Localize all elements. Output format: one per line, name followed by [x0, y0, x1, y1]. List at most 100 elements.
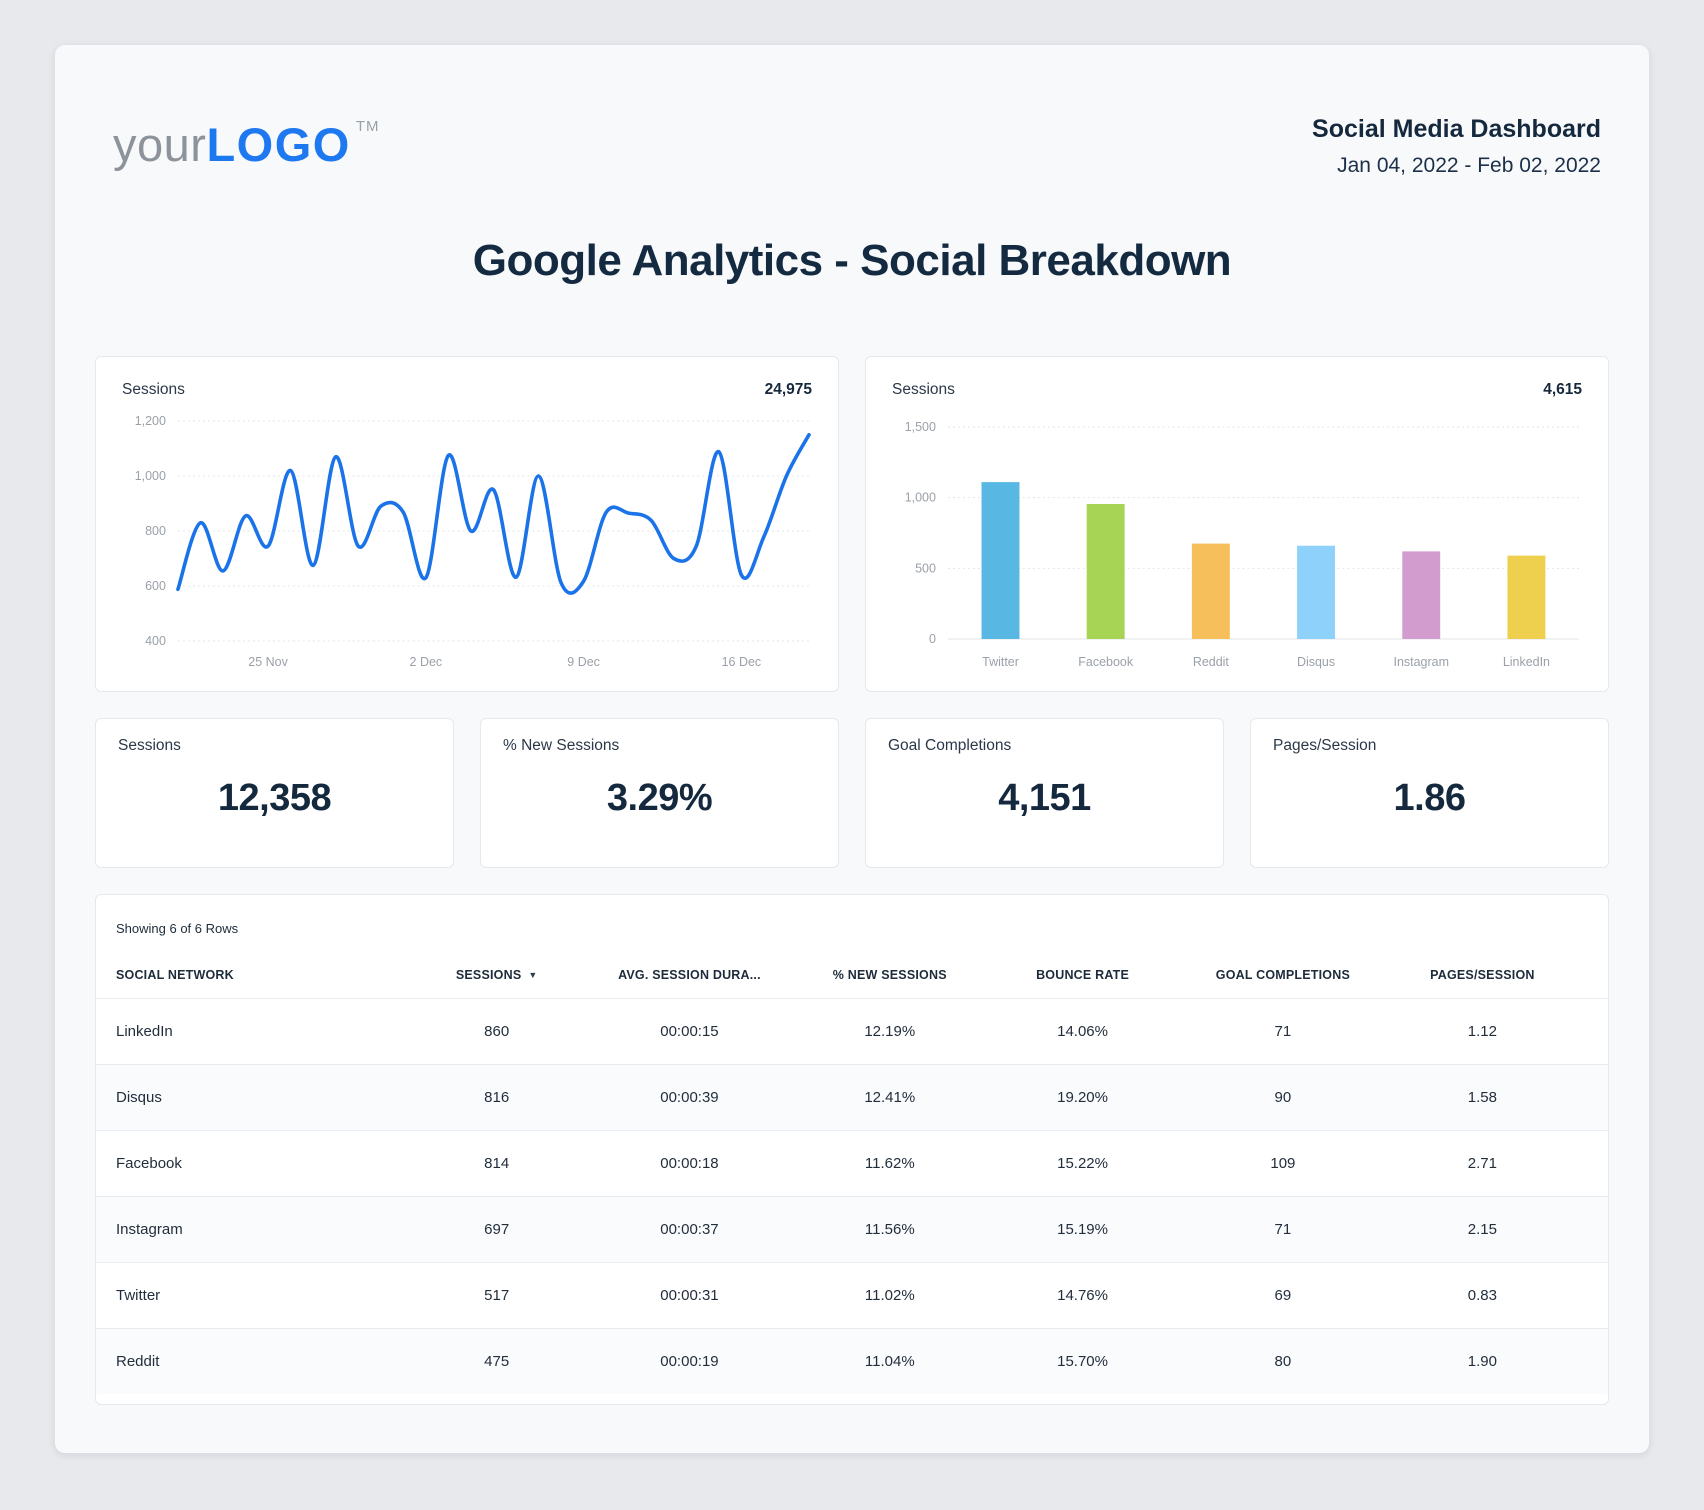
line-chart-title: Sessions	[122, 381, 185, 398]
table-header-row: SOCIAL NETWORK SESSIONS ▼ AVG. SESSION DURA…	[96, 962, 1608, 999]
table-cell: 71	[1177, 998, 1389, 1065]
bar-twitter	[981, 482, 1020, 639]
table-cell: 814	[405, 1130, 588, 1197]
sessions-bar-chart: 0 500 1,000 1,500 Twitter Facebook Reddit Disqu…	[905, 420, 1580, 669]
table-cell: 11.56%	[791, 1196, 989, 1263]
table-cell: 860	[405, 998, 588, 1065]
stat-label: Sessions	[118, 737, 181, 754]
social-network-cell: LinkedIn	[96, 998, 406, 1065]
report-title: Social Media Dashboard	[1312, 115, 1601, 143]
axis-label: 800	[145, 524, 166, 538]
table-cell: 15.19%	[988, 1196, 1178, 1263]
bar-chart-title: Sessions	[892, 381, 955, 398]
social-network-table: SOCIAL NETWORK SESSIONS ▼ AVG. SESSION DURA…	[96, 962, 1608, 1394]
header: yourLOGO TM Social Media Dashboard Jan 04…	[95, 101, 1609, 178]
table-cell: 109	[1177, 1130, 1389, 1197]
stat-value: 1.86	[1393, 777, 1466, 819]
social-network-table-card: Showing 6 of 6 Rows SOCIAL NETWORK SESSIO…	[95, 894, 1609, 1405]
stat-value: 4,151	[998, 777, 1091, 819]
table-cell: 14.06%	[988, 998, 1178, 1065]
table-cell: 816	[405, 1064, 588, 1131]
social-network-cell: Disqus	[96, 1064, 406, 1131]
table-cell: 12.41%	[791, 1064, 989, 1131]
line-chart-header: Sessions 24,975	[120, 377, 814, 407]
stat-card-new-sessions: % New Sessions 3.29%	[480, 718, 839, 868]
table-header-sessions[interactable]: SESSIONS ▼	[455, 968, 538, 982]
stat-label: % New Sessions	[503, 737, 620, 754]
axis-label: 1,200	[135, 414, 166, 428]
table-header-avg-session-dura[interactable]: AVG. SESSION DURA...	[618, 968, 761, 982]
table-cell: 00:00:31	[587, 1262, 792, 1329]
table-cell: 1.12	[1388, 998, 1608, 1065]
social-network-cell: Facebook	[96, 1130, 406, 1197]
axis-label: Disqus	[1297, 655, 1335, 669]
axis-label: 9 Dec	[567, 655, 600, 669]
table-header-new-sessions[interactable]: % NEW SESSIONS	[832, 968, 947, 982]
charts-row: Sessions 24,975 1,200 1,000 800 600 400 25 No…	[95, 356, 1609, 692]
sessions-line-chart: 1,200 1,000 800 600 400 25 Nov 2 Dec 9 Dec 16 De…	[135, 414, 811, 669]
stat-card-sessions: Sessions 12,358	[95, 718, 454, 868]
bar-linkedin	[1507, 555, 1546, 639]
logo: yourLOGO TM	[113, 119, 380, 168]
table-row-facebook: Facebook 814 00:00:18 11.62% 15.22% 109 2.71	[96, 1130, 1608, 1197]
bar-disqus	[1297, 545, 1336, 639]
bar-chart-header: Sessions 4,615	[890, 377, 1584, 407]
line-chart-total: 24,975	[764, 381, 812, 398]
logo-prefix: your	[113, 118, 207, 171]
table-cell: 475	[405, 1328, 588, 1394]
table-header-bounce-rate[interactable]: BOUNCE RATE	[1036, 968, 1130, 982]
table-cell: 00:00:19	[587, 1328, 792, 1394]
stat-card-pages-session: Pages/Session 1.86	[1250, 718, 1609, 868]
stat-card-goal-completions: Goal Completions 4,151	[865, 718, 1224, 868]
sort-desc-icon[interactable]: ▼	[528, 970, 538, 980]
stat-value: 3.29%	[606, 777, 713, 819]
axis-label: 16 Dec	[722, 655, 762, 669]
stat-label: Pages/Session	[1273, 737, 1377, 754]
logo-name: LOGO	[206, 118, 351, 171]
table-row-instagram: Instagram 697 00:00:37 11.56% 15.19% 71 2.15	[96, 1196, 1608, 1263]
table-cell: 90	[1177, 1064, 1389, 1131]
header-right: Social Media Dashboard Jan 04, 2022 - Fe…	[1312, 101, 1601, 178]
axis-label: 400	[145, 634, 166, 648]
sessions-bar-chart-card: Sessions 4,615 0 500 1,000 1,500 Twitter Face…	[865, 356, 1609, 692]
table-cell: 11.02%	[791, 1262, 989, 1329]
axis-label: 1,000	[135, 469, 166, 483]
table-cell: 2.71	[1388, 1130, 1608, 1197]
axis-label: LinkedIn	[1503, 655, 1550, 669]
table-cell: 697	[405, 1196, 588, 1263]
page-title: Google Analytics - Social Breakdown	[472, 236, 1232, 285]
table-header-social-network[interactable]: SOCIAL NETWORK	[116, 968, 234, 982]
axis-label: Reddit	[1193, 655, 1230, 669]
stat-value: 12,358	[217, 777, 332, 819]
table-cell: 11.62%	[791, 1130, 989, 1197]
axis-label: Twitter	[982, 655, 1019, 669]
axis-label: Facebook	[1078, 655, 1134, 669]
table-cell: 80	[1177, 1328, 1389, 1394]
table-cell: 1.90	[1388, 1328, 1608, 1394]
axis-label: 2 Dec	[410, 655, 443, 669]
table-cell: 517	[405, 1262, 588, 1329]
table-cell: 00:00:15	[587, 998, 792, 1065]
table-row-disqus: Disqus 816 00:00:39 12.41% 19.20% 90 1.58	[96, 1064, 1608, 1131]
axis-label: 1,500	[905, 420, 936, 434]
axis-label: Instagram	[1393, 655, 1448, 669]
table-header-goal-completions[interactable]: GOAL COMPLETIONS	[1215, 968, 1350, 982]
table-header-pages-session[interactable]: PAGES/SESSION	[1430, 968, 1535, 982]
table-cell: 00:00:37	[587, 1196, 792, 1263]
table-row-twitter: Twitter 517 00:00:31 11.02% 14.76% 69 0.83	[96, 1262, 1608, 1329]
table-cell: 71	[1177, 1196, 1389, 1263]
table-cell: 19.20%	[988, 1064, 1178, 1131]
table-cell: 11.04%	[791, 1328, 989, 1394]
bar-facebook	[1086, 504, 1125, 639]
report-date-range: Jan 04, 2022 - Feb 02, 2022	[1337, 154, 1601, 177]
table-cell: 14.76%	[988, 1262, 1178, 1329]
bar-instagram	[1402, 551, 1441, 639]
table-cell: 1.58	[1388, 1064, 1608, 1131]
table-cell: 00:00:39	[587, 1064, 792, 1131]
bar-reddit	[1191, 543, 1230, 639]
social-network-cell: Instagram	[96, 1196, 406, 1263]
axis-label: 500	[915, 561, 936, 575]
table-row-count: Showing 6 of 6 Rows	[116, 921, 239, 936]
axis-label: 25 Nov	[248, 655, 288, 669]
table-cell: 2.15	[1388, 1196, 1608, 1263]
